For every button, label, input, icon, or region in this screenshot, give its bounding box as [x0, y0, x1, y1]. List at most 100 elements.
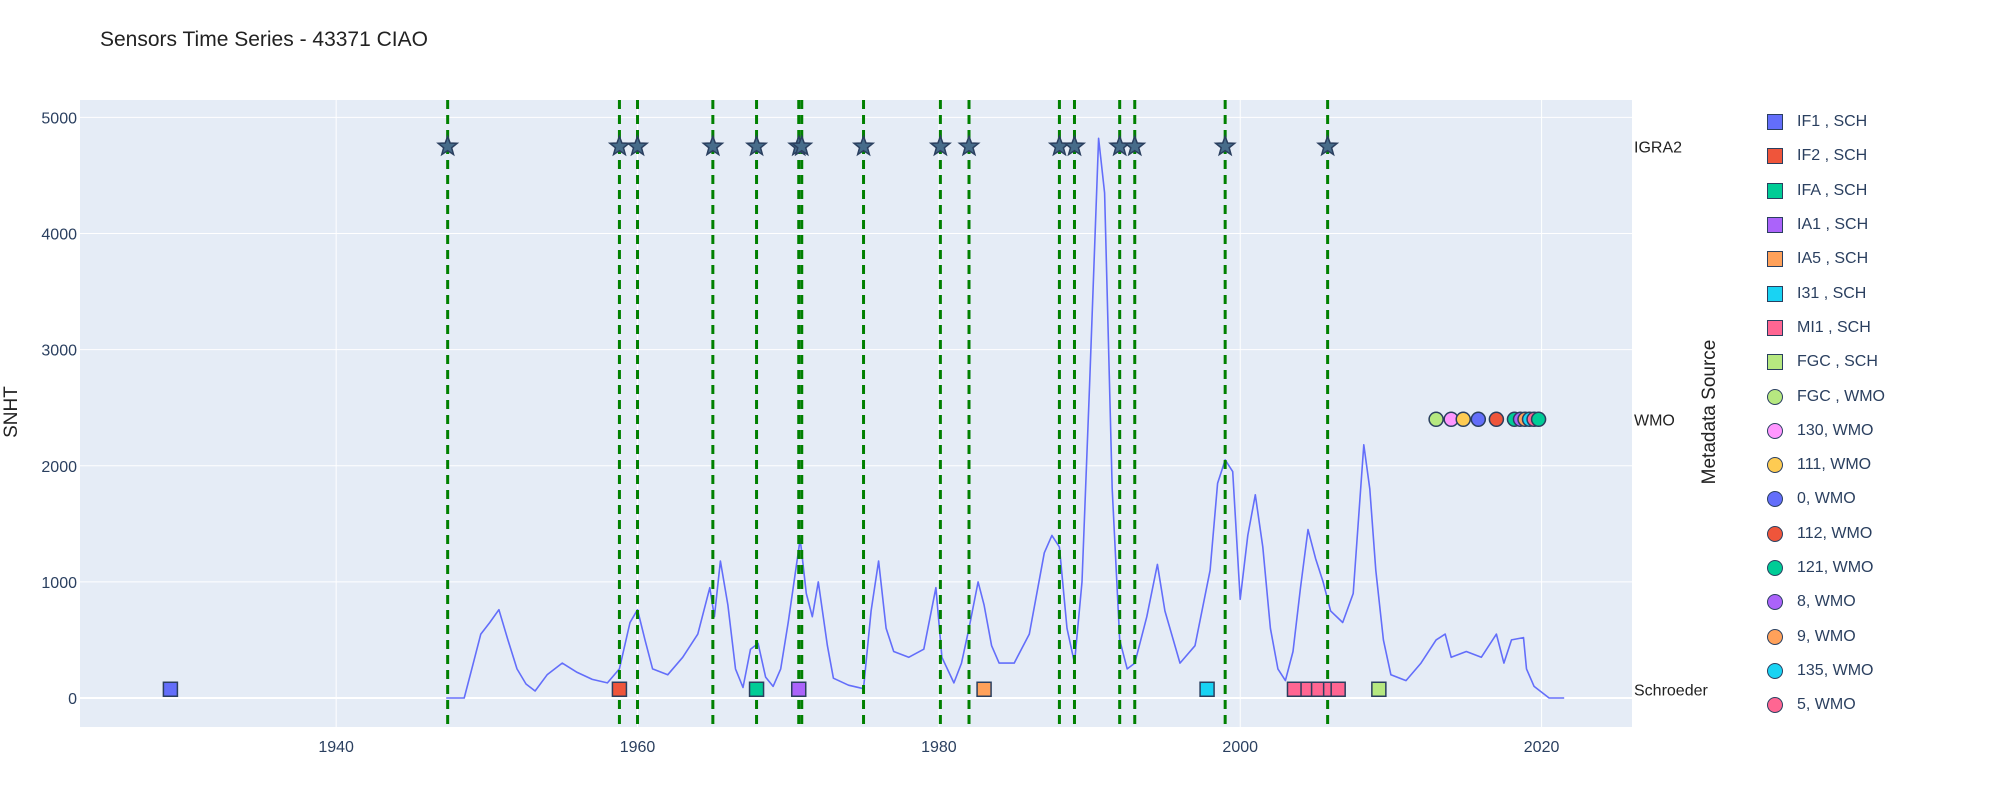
legend-item[interactable]: 112, WMO — [1765, 517, 1995, 551]
legend-label: IF2 , SCH — [1797, 147, 1868, 165]
wmo-circle-marker — [1455, 411, 1471, 428]
legend-item[interactable]: IF1 , SCH — [1765, 105, 1995, 139]
legend-item[interactable]: 135, WMO — [1765, 654, 1995, 688]
igra2-star-marker — [790, 134, 814, 157]
legend-square-icon — [1767, 114, 1783, 131]
legend-item[interactable]: 121, WMO — [1765, 551, 1995, 585]
legend: IF1 , SCH IF2 , SCH IFA , SCH IA1 , SCH IA5 … — [1765, 105, 1995, 725]
legend-circle-icon — [1767, 560, 1783, 576]
legend-label: 135, WMO — [1797, 661, 1874, 679]
legend-item[interactable]: 9, WMO — [1765, 619, 1995, 653]
legend-item[interactable]: IA5 , SCH — [1765, 242, 1995, 276]
legend-square-icon — [1767, 182, 1783, 199]
y-tick-label: 5000 — [41, 110, 77, 127]
legend-item[interactable]: I31 , SCH — [1765, 276, 1995, 310]
legend-label: FGC , SCH — [1797, 353, 1878, 371]
igra2-star-marker — [1062, 134, 1087, 157]
igra2-star-marker — [745, 134, 769, 157]
y-tick-label: 0 — [68, 691, 77, 708]
legend-circle-icon — [1767, 662, 1783, 679]
igra2-star-marker — [1213, 134, 1237, 157]
legend-label: 121, WMO — [1797, 559, 1874, 576]
legend-circle-icon — [1767, 628, 1783, 645]
plot-area — [80, 100, 1632, 727]
legend-circle-icon — [1767, 697, 1783, 714]
legend-square-icon — [1767, 217, 1783, 234]
legend-title: Metadata Source — [1699, 339, 1720, 485]
axis-ticks: 1940 1960 1980 2000 2020 0 1000 2000 3000 4000 500… — [41, 110, 1708, 756]
legend-label: 5, WMO — [1797, 696, 1856, 714]
legend-label: I31 , SCH — [1797, 284, 1867, 302]
legend-item[interactable]: MI1 , SCH — [1765, 311, 1995, 345]
legend-circle-icon — [1767, 388, 1783, 405]
y-tick-label: 4000 — [41, 227, 77, 244]
chart-title: Sensors Time Series - 43371 CIAO — [100, 28, 428, 51]
legend-item[interactable]: 8, WMO — [1765, 585, 1995, 619]
schroeder-square-marker — [790, 681, 807, 698]
schroeder-square-marker — [1371, 681, 1387, 698]
legend-label: 8, WMO — [1797, 593, 1856, 611]
legend-circle-icon — [1767, 525, 1783, 542]
igra2-star-marker — [851, 134, 876, 157]
legend-label: IF1 , SCH — [1797, 113, 1868, 131]
legend-circle-icon — [1767, 594, 1783, 611]
metadata-markers — [162, 134, 1547, 698]
igra2-star-marker — [1123, 134, 1147, 157]
y-axis-label: SNHT — [1, 386, 22, 438]
x-tick-label: 2000 — [1222, 739, 1258, 756]
legend-item[interactable]: IFA , SCH — [1765, 174, 1995, 208]
legend-item[interactable]: 5, WMO — [1765, 688, 1995, 722]
legend-item[interactable]: 0, WMO — [1765, 482, 1995, 516]
schroeder-square-marker — [162, 681, 179, 698]
igra2-star-marker — [625, 134, 650, 157]
legend-label: IA1 , SCH — [1797, 216, 1869, 234]
igra2-star-marker — [928, 134, 952, 157]
wmo-circle-marker — [1428, 411, 1444, 428]
x-tick-label: 1960 — [620, 739, 656, 756]
legend-square-icon — [1767, 354, 1783, 371]
igra2-star-marker — [701, 134, 725, 157]
legend-label: MI1 , SCH — [1797, 318, 1871, 336]
x-tick-label: 1940 — [318, 739, 354, 756]
legend-item[interactable]: 130, WMO — [1765, 414, 1995, 448]
y-tick-label: 2000 — [41, 459, 77, 476]
legend-item[interactable]: IF2 , SCH — [1765, 139, 1995, 173]
legend-item[interactable]: IA1 , SCH — [1765, 208, 1995, 242]
legend-label: FGC , WMO — [1797, 387, 1885, 405]
legend-item[interactable]: 111, WMO — [1765, 448, 1995, 482]
schroeder-square-marker — [611, 681, 628, 698]
wmo-circle-marker — [1530, 411, 1547, 428]
x-tick-label: 1980 — [921, 739, 957, 756]
schroeder-square-marker — [976, 681, 992, 698]
legend-label: 0, WMO — [1797, 490, 1856, 508]
legend-square-icon — [1767, 319, 1783, 336]
legend-circle-icon — [1767, 457, 1783, 474]
x-tick-label: 2020 — [1524, 739, 1560, 756]
legend-label: IFA , SCH — [1797, 181, 1868, 199]
row-label: WMO — [1634, 412, 1675, 429]
legend-square-icon — [1767, 285, 1783, 302]
igra2-star-marker — [607, 134, 631, 157]
legend-circle-icon — [1767, 422, 1783, 439]
snht-line — [446, 137, 1565, 699]
igra2-star-marker — [1316, 134, 1340, 157]
wmo-circle-marker — [1488, 411, 1505, 428]
legend-label: 112, WMO — [1797, 524, 1873, 542]
legend-label: 130, WMO — [1797, 421, 1874, 439]
row-label: IGRA2 — [1634, 139, 1682, 156]
snht-line-layer — [446, 137, 1565, 699]
legend-square-icon — [1767, 251, 1783, 268]
igra2-star-marker — [436, 134, 460, 157]
y-tick-label: 1000 — [41, 575, 77, 592]
schroeder-square-marker — [1330, 681, 1346, 698]
legend-label: 111, WMO — [1797, 456, 1872, 474]
schroeder-square-marker — [748, 681, 765, 698]
schroeder-square-marker — [1199, 681, 1215, 698]
legend-item[interactable]: FGC , WMO — [1765, 379, 1995, 413]
legend-label: 9, WMO — [1797, 627, 1856, 645]
legend-item[interactable]: FGC , SCH — [1765, 345, 1995, 379]
igra2-star-marker — [957, 134, 981, 157]
y-tick-label: 3000 — [41, 343, 77, 360]
legend-circle-icon — [1767, 491, 1783, 508]
